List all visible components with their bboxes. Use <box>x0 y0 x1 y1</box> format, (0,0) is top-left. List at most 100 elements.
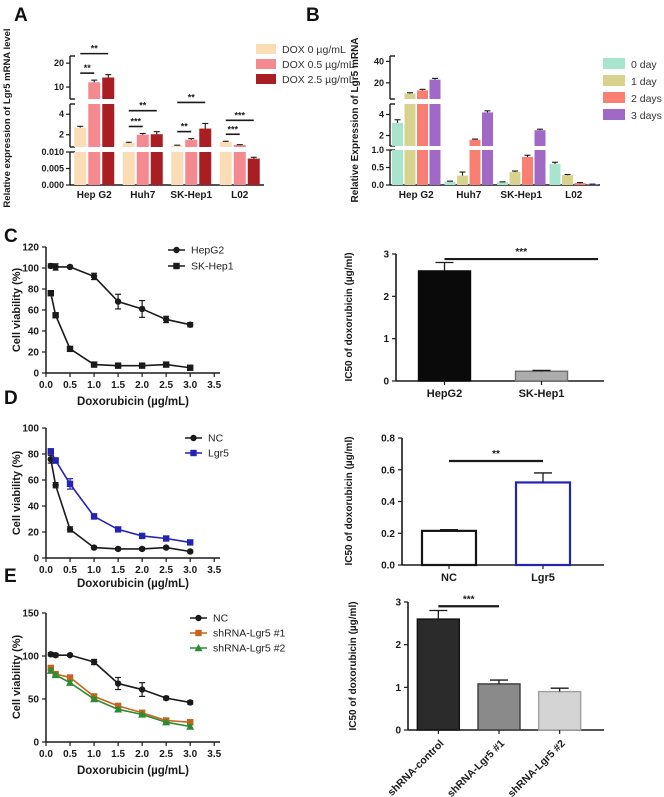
svg-text:1.0: 1.0 <box>87 380 101 391</box>
svg-text:0: 0 <box>33 554 39 565</box>
svg-text:60: 60 <box>28 476 40 487</box>
panel-label-c: C <box>4 226 18 247</box>
svg-text:**: ** <box>492 449 500 460</box>
svg-text:IC50 of doxorubicin (µg/ml): IC50 of doxorubicin (µg/ml) <box>344 252 355 381</box>
svg-text:0.5: 0.5 <box>371 163 384 173</box>
svg-text:0.0: 0.0 <box>39 380 53 391</box>
svg-text:**: ** <box>91 44 99 54</box>
svg-text:***: *** <box>463 594 475 605</box>
svg-text:2: 2 <box>379 131 384 141</box>
svg-text:L02: L02 <box>231 190 249 201</box>
svg-text:**: ** <box>188 92 196 102</box>
svg-text:0: 0 <box>33 369 39 380</box>
svg-text:Lgr5: Lgr5 <box>531 572 555 584</box>
svg-text:Relative Expression of Lgr5 mR: Relative Expression of Lgr5 mRNA <box>350 37 361 202</box>
svg-text:NC: NC <box>213 613 229 625</box>
chart-B-svg: Relative Expression of Lgr5 mRNA 0.0 0.5 1.… <box>350 37 662 202</box>
svg-text:80: 80 <box>28 450 40 461</box>
chart-D-line-svg: 0 20 40 60 80 100 0.0 0.5 1.0 1.5 2.0 2.5 3.0 3.5 Doxo… <box>11 424 229 591</box>
panel-e-viability-line-chart: 0 50 100 150 0.0 0.5 1.0 1.5 2.0 2.5 3.0 3.5 Doxorub… <box>10 592 340 797</box>
svg-text:IC50 of doxorubicin (µg/ml): IC50 of doxorubicin (µg/ml) <box>348 601 359 730</box>
svg-text:2.5: 2.5 <box>159 749 173 760</box>
svg-text:Doxorubicin (µg/mL): Doxorubicin (µg/mL) <box>77 396 189 408</box>
svg-text:3.5: 3.5 <box>207 749 221 760</box>
svg-text:0.0: 0.0 <box>381 561 395 572</box>
chart-C-bar-svg: 0 1 2 3 IC50 of doxorubicin (µg/ml) HepG2 SK-H… <box>344 247 604 400</box>
svg-text:1.5: 1.5 <box>111 380 125 391</box>
svg-text:DOX 0 µg/mL: DOX 0 µg/mL <box>282 44 346 56</box>
svg-text:150: 150 <box>22 609 39 620</box>
svg-text:60: 60 <box>28 306 40 317</box>
svg-text:0.000: 0.000 <box>41 180 64 190</box>
svg-text:2.0: 2.0 <box>135 380 149 391</box>
svg-text:50: 50 <box>28 695 40 706</box>
svg-text:0.2: 0.2 <box>381 529 395 540</box>
svg-text:SK-Hep1: SK-Hep1 <box>519 388 565 400</box>
svg-text:3: 3 <box>383 250 389 261</box>
svg-text:Hep G2: Hep G2 <box>77 190 112 201</box>
svg-text:0.0: 0.0 <box>371 180 384 190</box>
svg-text:80: 80 <box>28 285 40 296</box>
svg-text:2 days: 2 days <box>631 93 662 105</box>
panel-label-a: A <box>14 5 28 26</box>
svg-text:NC: NC <box>441 572 457 584</box>
panel-a-dox-dose-grouped-bar-chart: Relative expression of Lgr5 mRNA level 0.… <box>0 0 420 228</box>
svg-text:***: *** <box>515 247 527 258</box>
svg-text:2: 2 <box>59 130 64 140</box>
svg-text:HepG2: HepG2 <box>191 245 224 257</box>
svg-text:Hep G2: Hep G2 <box>399 190 434 201</box>
chart-C-line-svg: 0 20 40 60 80 100 120 0.0 0.5 1.0 1.5 2.0 2.5 3.0 3.5 D… <box>11 243 234 409</box>
svg-text:**: ** <box>84 63 92 73</box>
svg-text:1.0: 1.0 <box>87 565 101 576</box>
svg-text:0: 0 <box>395 726 401 737</box>
svg-text:40: 40 <box>374 56 384 66</box>
svg-text:0.8: 0.8 <box>381 434 395 445</box>
svg-text:0: 0 <box>383 377 389 388</box>
svg-text:0 day: 0 day <box>631 59 657 71</box>
svg-text:**: ** <box>139 101 147 111</box>
svg-text:shRNA-Lgr5 #2: shRNA-Lgr5 #2 <box>213 643 286 655</box>
svg-text:***: *** <box>227 124 238 134</box>
svg-text:2: 2 <box>395 640 401 651</box>
svg-text:0.010: 0.010 <box>41 147 64 157</box>
svg-text:3.0: 3.0 <box>183 749 197 760</box>
svg-text:0.5: 0.5 <box>63 380 77 391</box>
svg-text:Lgr5: Lgr5 <box>208 448 229 460</box>
svg-text:Cell viability (%): Cell viability (%) <box>11 450 23 535</box>
svg-text:Doxorubicin (µg/mL): Doxorubicin (µg/mL) <box>77 578 189 590</box>
svg-text:SK-Hep1: SK-Hep1 <box>500 190 542 201</box>
svg-text:3 days: 3 days <box>631 110 662 122</box>
panel-label-d: D <box>4 388 18 409</box>
svg-text:4: 4 <box>379 110 384 120</box>
svg-text:shRNA-Lgr5 #1: shRNA-Lgr5 #1 <box>213 628 286 640</box>
svg-text:1: 1 <box>383 334 389 345</box>
svg-text:0.4: 0.4 <box>381 497 395 508</box>
svg-text:20: 20 <box>28 348 40 359</box>
svg-text:Huh7: Huh7 <box>456 190 481 201</box>
svg-text:0.0: 0.0 <box>39 749 53 760</box>
svg-text:IC50 of doxorubicin (µg/ml): IC50 of doxorubicin (µg/ml) <box>344 436 355 565</box>
svg-text:3.5: 3.5 <box>207 565 221 576</box>
chart-E-bar-svg: 0 1 2 3 IC50 of doxorubicin (µg/ml) shRNA-con… <box>348 594 604 797</box>
svg-text:20: 20 <box>28 528 40 539</box>
svg-text:SK-Hep1: SK-Hep1 <box>191 261 234 273</box>
svg-text:0.5: 0.5 <box>63 749 77 760</box>
svg-text:100: 100 <box>22 264 39 275</box>
panel-d-viability-line-chart: 0 20 40 60 80 100 0.0 0.5 1.0 1.5 2.0 2.5 3.0 3.5 Doxo… <box>10 412 340 594</box>
svg-text:3.5: 3.5 <box>207 380 221 391</box>
svg-text:1 day: 1 day <box>631 76 657 88</box>
svg-text:20: 20 <box>54 58 64 68</box>
svg-text:10: 10 <box>54 82 64 92</box>
panel-d-ic50-bar-chart: 0.0 0.2 0.4 0.6 0.8 IC50 of doxorubicin (µg/m… <box>336 412 664 594</box>
svg-text:1.5: 1.5 <box>111 565 125 576</box>
svg-text:***: *** <box>234 110 245 120</box>
svg-text:Cell viability (%): Cell viability (%) <box>11 267 23 352</box>
svg-text:0.5: 0.5 <box>63 565 77 576</box>
svg-text:0.005: 0.005 <box>41 164 64 174</box>
svg-text:DOX 2.5 µg/mL: DOX 2.5 µg/mL <box>282 74 355 86</box>
chart-E-line-svg: 0 50 100 150 0.0 0.5 1.0 1.5 2.0 2.5 3.0 3.5 Doxorub… <box>11 609 286 778</box>
svg-text:120: 120 <box>22 243 39 254</box>
svg-text:DOX 0.5 µg/mL: DOX 0.5 µg/mL <box>282 59 355 71</box>
panel-label-b: B <box>306 5 320 26</box>
svg-text:0.6: 0.6 <box>381 465 395 476</box>
